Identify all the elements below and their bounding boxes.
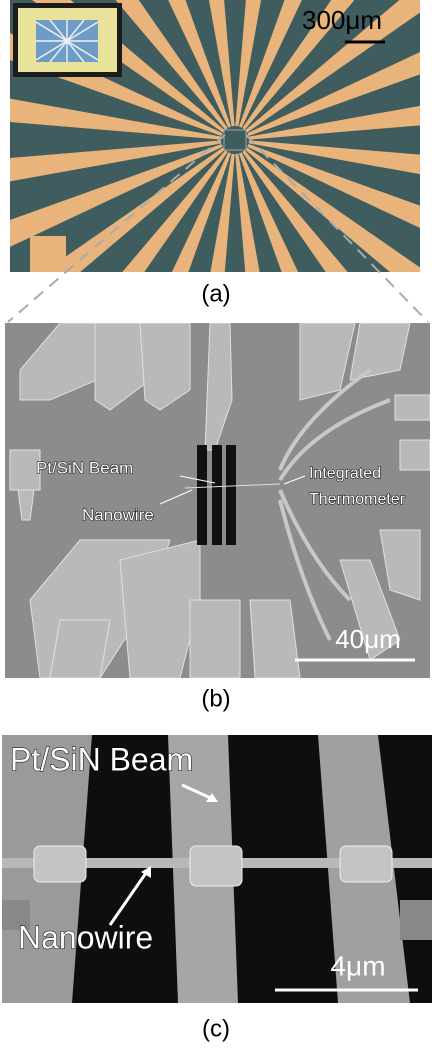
scale-bar-label: 300μm: [302, 5, 382, 35]
panel-b: Pt/SiN Beam Nanowire Integrated Thermome…: [5, 323, 430, 712]
thermometer-label: Thermometer: [309, 491, 406, 508]
scale-bar-label: 40μm: [335, 624, 401, 654]
beam-label: Pt/SiN Beam: [36, 458, 133, 477]
nanowire-label: Nanowire: [18, 919, 153, 955]
panel-label: (a): [201, 280, 230, 307]
corner-pad: [30, 236, 66, 272]
panel-label: (c): [202, 1015, 230, 1042]
panel-label: (b): [201, 685, 230, 712]
slot: [226, 445, 236, 545]
slot: [197, 445, 207, 545]
beam-label: Pt/SiN Beam: [10, 741, 193, 777]
nanowire-label: Nanowire: [82, 505, 154, 524]
inset: [13, 3, 122, 77]
slot: [212, 445, 222, 545]
page: {"panels": { "a": {"scale_bar": "300μm",…: [0, 0, 433, 1048]
scale-bar-label: 4μm: [330, 950, 385, 981]
panel-c: Pt/SiN Beam Nanowire 4μm (c): [0, 735, 432, 1042]
figure: 300μm (a): [0, 0, 433, 1048]
thermometer-label: Integrated: [309, 465, 381, 482]
